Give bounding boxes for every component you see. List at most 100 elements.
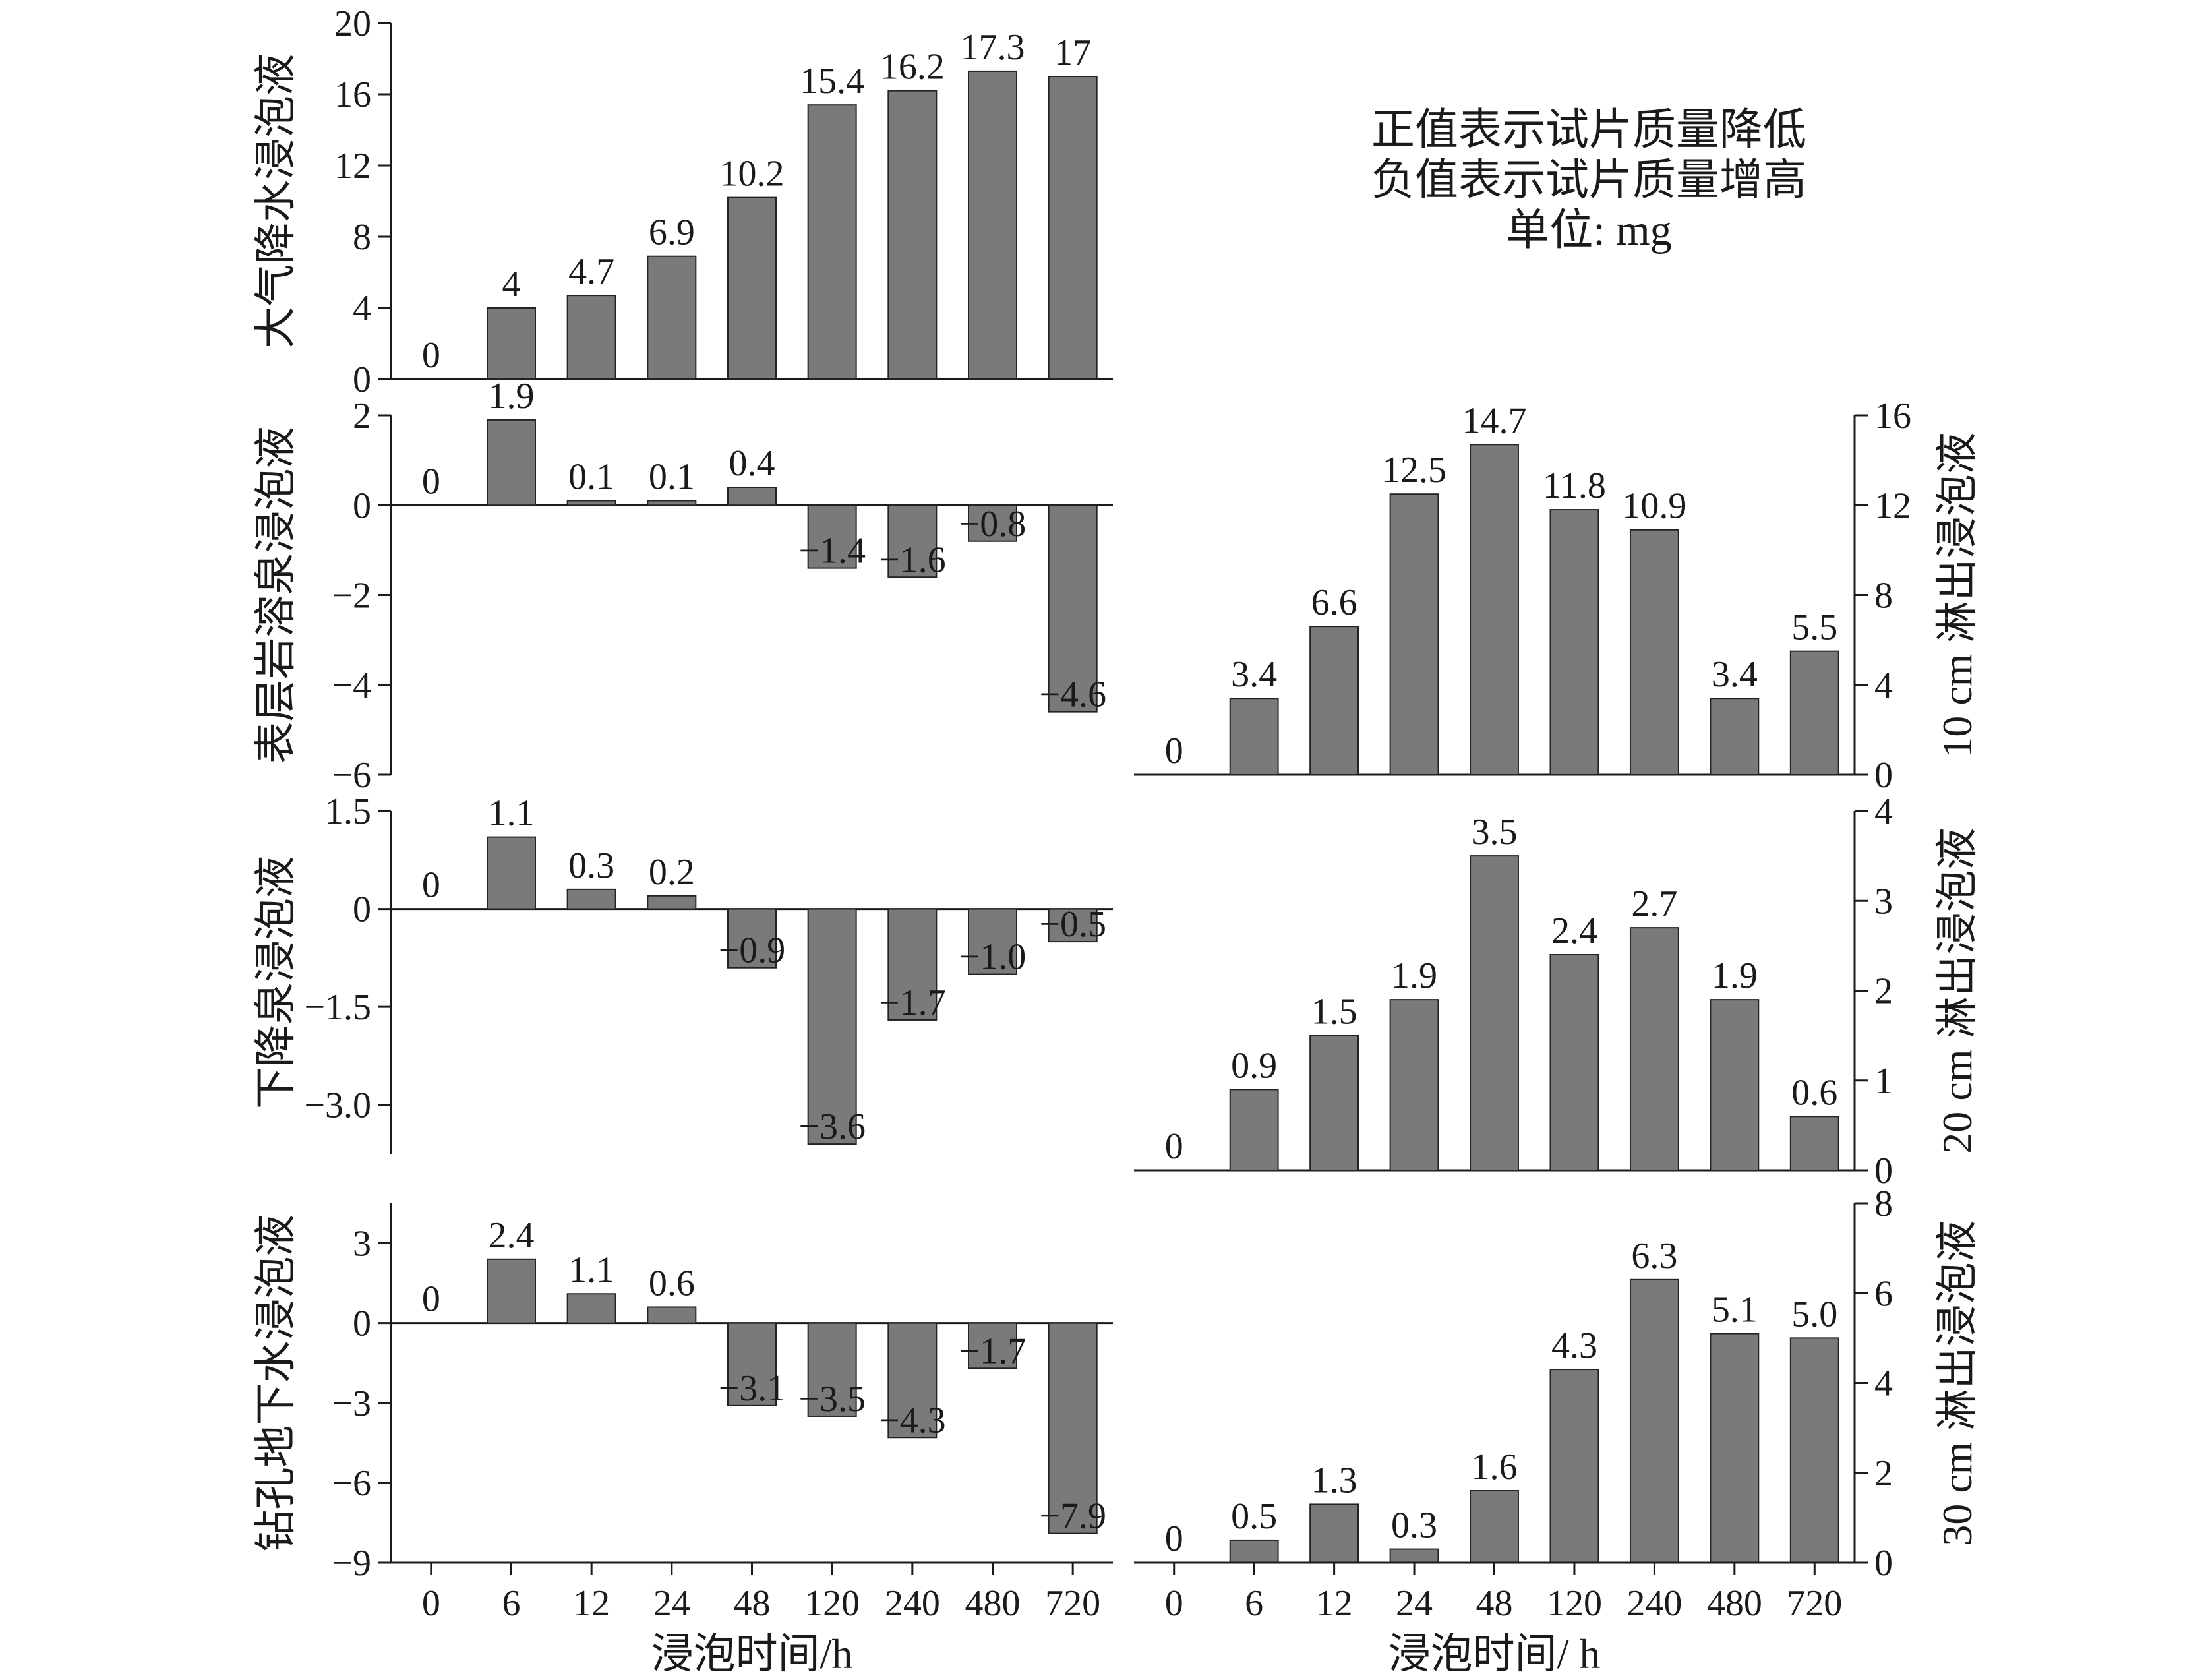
leach30-y-axis-title: 30 cm 淋出浸泡液 [1934, 1220, 1981, 1545]
leach30-bar [1710, 1333, 1760, 1563]
rain-data-label: 10.2 [720, 154, 785, 195]
karst-bar [807, 504, 857, 569]
karst-bar [647, 500, 697, 506]
leach10-y-tick-label: 12 [1874, 485, 1911, 526]
karst-y-axis-title: 表层岩溶泉浸泡液 [253, 427, 299, 764]
karst-data-label: 0.4 [729, 443, 775, 484]
leach20-y-tick-label: 1 [1874, 1061, 1893, 1102]
leach20-data-label: 0.6 [1791, 1072, 1837, 1113]
karst-data-label: −0.8 [959, 504, 1027, 545]
leach30-x-tick-label: 120 [1547, 1583, 1602, 1624]
leach10-y-axis-title: 10 cm 淋出浸泡液 [1934, 432, 1981, 758]
leach20-y-tick-label: 2 [1874, 971, 1893, 1012]
borehole-data-label: −4.3 [879, 1400, 946, 1441]
leach20-bar [1470, 855, 1519, 1171]
borehole-data-label: 0.6 [649, 1263, 695, 1304]
rain-data-label: 4 [502, 264, 521, 305]
spring-bar [887, 908, 938, 1021]
spring-data-label: −1.7 [879, 982, 946, 1023]
leach30-y-tick-label: 4 [1874, 1364, 1893, 1404]
leach20-y-tick-label: 4 [1874, 791, 1893, 832]
leach10-bar [1389, 493, 1439, 775]
borehole-y-tick-label: −6 [332, 1463, 371, 1504]
borehole-bar [487, 1258, 536, 1324]
spring-bar [487, 836, 536, 910]
borehole-bar [647, 1306, 697, 1324]
leach10-bar [1229, 698, 1279, 775]
karst-data-label: 0 [422, 461, 440, 502]
leach30-data-label: 0.3 [1391, 1505, 1437, 1546]
note-line-positive: 正值表示试片质量降低 [1371, 106, 1806, 154]
leach10-bar [1710, 698, 1760, 775]
leach20-bar [1229, 1089, 1279, 1171]
borehole-x-tick-label: 24 [653, 1583, 690, 1624]
spring-bar [807, 908, 857, 1145]
karst-bar [968, 504, 1017, 542]
rain-bar [887, 90, 938, 380]
leach20-data-label: 1.5 [1311, 992, 1357, 1033]
rain-bar [487, 307, 536, 380]
borehole-data-label: 0 [422, 1279, 440, 1320]
karst-data-label: 0.1 [649, 456, 695, 497]
leach10-data-label: 3.4 [1712, 654, 1758, 695]
leach30-bar [1789, 1337, 1839, 1563]
leach20-data-label: 0 [1165, 1126, 1183, 1167]
leach20-data-label: 2.7 [1631, 884, 1677, 924]
spring-y-tick-label: −1.5 [304, 987, 371, 1028]
rain-bar [647, 255, 697, 380]
spring-data-label: −3.6 [798, 1106, 866, 1147]
borehole-bar [968, 1322, 1017, 1369]
leach20-y-tick-label: 0 [1874, 1151, 1893, 1191]
leach20-data-label: 3.5 [1472, 812, 1518, 853]
borehole-data-label: −7.9 [1039, 1496, 1106, 1537]
leach20-bar [1549, 954, 1599, 1171]
leach30-x-tick-label: 24 [1396, 1583, 1433, 1624]
rain-y-tick-label: 8 [353, 217, 371, 258]
karst-data-label: 1.9 [489, 376, 535, 417]
leach30-bar [1229, 1539, 1279, 1563]
leach30-data-label: 1.6 [1472, 1447, 1518, 1487]
leach30-data-label: 0.5 [1231, 1496, 1277, 1537]
note-line-negative: 负值表示试片质量增高 [1371, 156, 1806, 204]
borehole-data-label: 2.4 [489, 1215, 535, 1256]
leach20-y-tick-label: 3 [1874, 881, 1893, 922]
borehole-y-tick-label: −9 [332, 1543, 371, 1584]
spring-data-label: −1.0 [959, 937, 1027, 978]
leach10-y-tick-label: 16 [1874, 396, 1911, 436]
spring-bar [727, 908, 777, 969]
rain-data-label: 16.2 [880, 47, 945, 88]
rain-bar [968, 70, 1017, 380]
leach10-data-label: 6.6 [1311, 582, 1357, 623]
rain-data-label: 15.4 [800, 61, 864, 102]
borehole-x-tick-label: 240 [885, 1583, 940, 1624]
karst-bar [887, 504, 938, 578]
rain-y-tick-label: 12 [334, 146, 371, 187]
leach20-y-axis-title: 20 cm 淋出浸泡液 [1934, 827, 1981, 1153]
rain-data-label: 4.7 [568, 251, 614, 292]
spring-data-label: 0.2 [649, 852, 695, 893]
leach30-data-label: 0 [1165, 1518, 1183, 1559]
leach30-x-tick-label: 6 [1245, 1583, 1263, 1624]
leach20-bar [1710, 999, 1760, 1171]
borehole-x-tick-label: 720 [1045, 1583, 1100, 1624]
leach10-bar [1629, 529, 1679, 775]
leach10-data-label: 5.5 [1791, 607, 1837, 648]
borehole-x-tick-label: 120 [804, 1583, 860, 1624]
spring-y-tick-label: 1.5 [325, 791, 371, 832]
leach10-y-tick-label: 4 [1874, 665, 1893, 706]
borehole-x-tick-label: 48 [734, 1583, 771, 1624]
borehole-x-axis-title: 浸泡时间/h [651, 1631, 853, 1677]
spring-y-axis-title: 下降泉浸泡液 [253, 856, 299, 1109]
borehole-x-tick-label: 0 [422, 1583, 440, 1624]
spring-data-label: 1.1 [489, 793, 535, 834]
leach10-bar [1309, 626, 1359, 775]
rain-data-label: 0 [422, 335, 440, 376]
karst-y-tick-label: 2 [353, 396, 371, 436]
borehole-bar [887, 1322, 938, 1439]
spring-bar [566, 888, 616, 910]
leach10-data-label: 10.9 [1622, 486, 1686, 527]
spring-y-tick-label: 0 [353, 889, 371, 930]
leach20-bar [1789, 1116, 1839, 1171]
leach10-data-label: 3.4 [1231, 654, 1277, 695]
karst-bar [566, 500, 616, 506]
